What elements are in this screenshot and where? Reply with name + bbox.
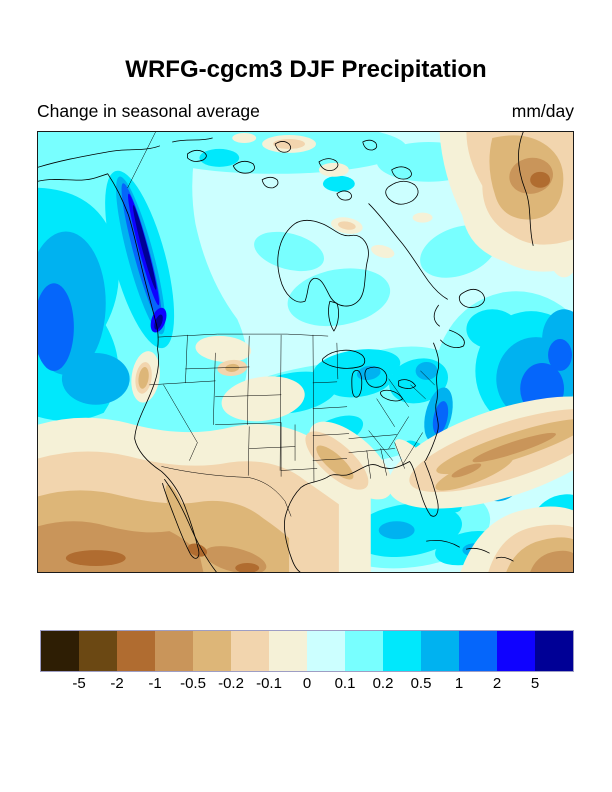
increase-extreme-layer [128,193,167,333]
colorbar-cell-13 [535,631,573,671]
map-canvas [38,132,573,572]
figure-subtitle-row: Change in seasonal average mm/day [37,101,574,122]
colorbar-tick-label: 0.2 [372,675,394,692]
colorbar-labels: -5 -2 -1 -0.5 -0.2 -0.1 0 0.1 0.2 0.5 1 2 5 [41,675,573,695]
colorbar-cell-6 [269,631,307,671]
coastlines [38,132,534,572]
colorbar-tick-label: -0.2 [218,675,244,692]
colorbar-cell-3 [155,631,193,671]
colorbar-cell-12 [497,631,535,671]
colorbar-cell-4 [193,631,231,671]
precipitation-change-map [37,131,574,573]
colorbar-cell-0 [41,631,79,671]
colorbar-tick-label: -2 [110,675,124,692]
units-label: mm/day [511,101,574,121]
colorbar-cell-1 [79,631,117,671]
colorbar-cell-10 [421,631,459,671]
colorbar-tick-label: 0.5 [410,675,432,692]
colorbar-tick-label: -0.5 [180,675,206,692]
colorbar-tick-label: -0.1 [256,675,282,692]
colorbar-tick-label: 1 [454,675,464,692]
colorbar-tick-label: 0.1 [334,675,356,692]
state-country-borders [127,132,435,517]
colorbar [40,630,574,672]
colorbar-cell-2 [117,631,155,671]
colorbar-cell-5 [231,631,269,671]
colorbar-tick-label: 2 [492,675,502,692]
colorbar-cell-9 [383,631,421,671]
figure-title: WRFG-cgcm3 DJF Precipitation [125,56,487,83]
colorbar-tick-label: -1 [148,675,162,692]
figure-subtitle: Change in seasonal average [37,101,260,121]
colorbar-cell-11 [459,631,497,671]
decrease-layer [38,132,573,572]
colorbar-cell-8 [345,631,383,671]
colorbar-cell-7 [307,631,345,671]
colorbar-tick-label: 5 [530,675,540,692]
colorbar-tick-label: -5 [72,675,86,692]
colorbar-tick-label: 0 [302,675,312,692]
